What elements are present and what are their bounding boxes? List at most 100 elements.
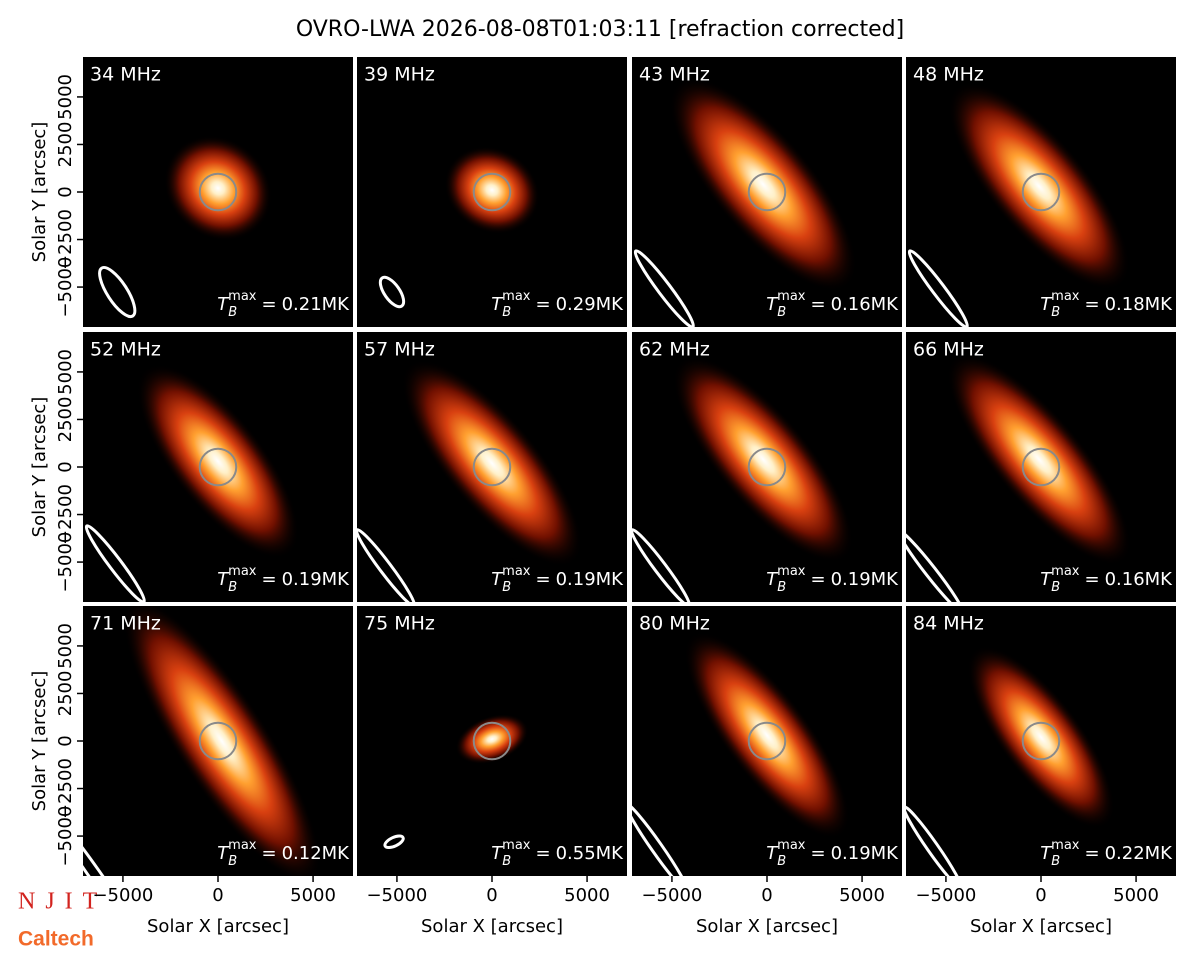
tmax-eq: = bbox=[810, 843, 825, 864]
x-tick-label: 0 bbox=[1035, 885, 1046, 906]
beam bbox=[633, 249, 695, 327]
frequency-label: 48 MHz bbox=[913, 64, 984, 86]
tmax-label: TBmax = 0.16MK bbox=[766, 289, 899, 320]
panel bbox=[632, 57, 902, 327]
emission-source bbox=[137, 364, 299, 559]
tmax-label: TBmax = 0.55MK bbox=[491, 838, 624, 869]
panel bbox=[83, 606, 353, 876]
solar-disk bbox=[198, 447, 238, 487]
panel bbox=[632, 606, 902, 876]
tmax-eq: = bbox=[535, 569, 550, 590]
tmax-eq: = bbox=[261, 569, 276, 590]
y-tick-label: 2500 bbox=[55, 122, 76, 168]
beam bbox=[632, 802, 690, 876]
emission-source bbox=[947, 353, 1131, 566]
y-tick-label: 5000 bbox=[55, 623, 76, 669]
tmax-sup: max bbox=[777, 564, 806, 579]
tmax-sup: max bbox=[1051, 838, 1080, 853]
emission-source bbox=[455, 714, 529, 765]
emission-source bbox=[673, 356, 854, 563]
emission-source bbox=[122, 606, 321, 876]
panel bbox=[906, 606, 1176, 876]
beam bbox=[906, 805, 963, 876]
x-axis-label: Solar X [arcsec] bbox=[147, 916, 289, 937]
solar-disk bbox=[1021, 447, 1061, 487]
tmax-label: TBmax = 0.19MK bbox=[766, 838, 899, 869]
x-tick-label: 0 bbox=[486, 885, 497, 906]
tmax-symbol: T bbox=[766, 569, 779, 590]
solar-disk bbox=[472, 721, 512, 761]
tmax-eq: = bbox=[1084, 569, 1099, 590]
tmax-label: TBmax = 0.22MK bbox=[1040, 838, 1173, 869]
beam bbox=[83, 813, 138, 876]
y-tick-label: 2500 bbox=[55, 671, 76, 717]
tmax-value: 0.19MK bbox=[556, 569, 625, 590]
tmax-sub: B bbox=[777, 305, 786, 320]
y-axis-label: Solar Y [arcsec] bbox=[29, 397, 50, 538]
tmax-symbol: T bbox=[217, 569, 230, 590]
solar-disk bbox=[472, 172, 512, 212]
x-axis-label: Solar X [arcsec] bbox=[421, 916, 563, 937]
tmax-sup: max bbox=[502, 289, 531, 304]
frequency-label: 71 MHz bbox=[90, 613, 161, 635]
tmax-sub: B bbox=[228, 305, 237, 320]
x-tick-label: 0 bbox=[212, 885, 223, 906]
tmax-sup: max bbox=[228, 564, 257, 579]
x-tick-label: −5000 bbox=[366, 885, 427, 906]
y-tick-label: −5000 bbox=[55, 806, 76, 867]
tmax-value: 0.16MK bbox=[831, 294, 900, 315]
tmax-symbol: T bbox=[1040, 843, 1053, 864]
y-tick-label: −2500 bbox=[55, 758, 76, 819]
tmax-sup: max bbox=[777, 838, 806, 853]
panel bbox=[632, 332, 902, 602]
tmax-symbol: T bbox=[1040, 569, 1053, 590]
tmax-sup: max bbox=[502, 564, 531, 579]
beam bbox=[906, 529, 965, 602]
logo-njit: NJIT bbox=[18, 889, 107, 915]
tmax-symbol: T bbox=[217, 843, 230, 864]
x-tick-label: 5000 bbox=[839, 885, 885, 906]
x-tick-label: 0 bbox=[761, 885, 772, 906]
y-tick-label: 0 bbox=[55, 186, 76, 197]
emission-source bbox=[163, 135, 273, 241]
figure-title: OVRO-LWA 2026-08-08T01:03:11 [refraction… bbox=[296, 17, 904, 42]
x-tick-label: −5000 bbox=[915, 885, 976, 906]
frequency-label: 75 MHz bbox=[364, 613, 435, 635]
solar-disk bbox=[747, 172, 787, 212]
frequency-label: 43 MHz bbox=[639, 64, 710, 86]
tmax-label: TBmax = 0.18MK bbox=[1040, 289, 1173, 320]
solar-disk bbox=[472, 447, 512, 487]
tmax-label: TBmax = 0.19MK bbox=[766, 564, 899, 595]
logo-caltech: Caltech bbox=[18, 928, 94, 951]
y-axis-label: Solar Y [arcsec] bbox=[29, 122, 50, 263]
x-axis-label: Solar X [arcsec] bbox=[970, 916, 1112, 937]
tmax-symbol: T bbox=[491, 294, 504, 315]
y-tick-label: 0 bbox=[55, 461, 76, 472]
tmax-value: 0.55MK bbox=[556, 843, 625, 864]
tmax-eq: = bbox=[261, 843, 276, 864]
tmax-sub: B bbox=[502, 580, 511, 595]
tmax-sup: max bbox=[1051, 564, 1080, 579]
beam bbox=[907, 249, 969, 327]
x-tick-label: −5000 bbox=[92, 885, 153, 906]
tmax-label: TBmax = 0.16MK bbox=[1040, 564, 1173, 595]
tmax-symbol: T bbox=[491, 569, 504, 590]
solar-disk bbox=[198, 172, 238, 212]
y-tick-label: −5000 bbox=[55, 532, 76, 593]
tmax-value: 0.16MK bbox=[1105, 569, 1174, 590]
frequency-label: 57 MHz bbox=[364, 339, 435, 361]
beam bbox=[98, 265, 137, 319]
panel bbox=[357, 57, 627, 327]
tmax-eq: = bbox=[810, 294, 825, 315]
tmax-eq: = bbox=[1084, 294, 1099, 315]
frequency-label: 34 MHz bbox=[90, 64, 161, 86]
frequency-label: 66 MHz bbox=[913, 339, 984, 361]
solar-disk bbox=[747, 447, 787, 487]
beam bbox=[378, 275, 406, 309]
tmax-eq: = bbox=[535, 294, 550, 315]
tmax-label: TBmax = 0.19MK bbox=[217, 564, 350, 595]
tmax-label: TBmax = 0.29MK bbox=[491, 289, 624, 320]
panel bbox=[357, 606, 627, 876]
